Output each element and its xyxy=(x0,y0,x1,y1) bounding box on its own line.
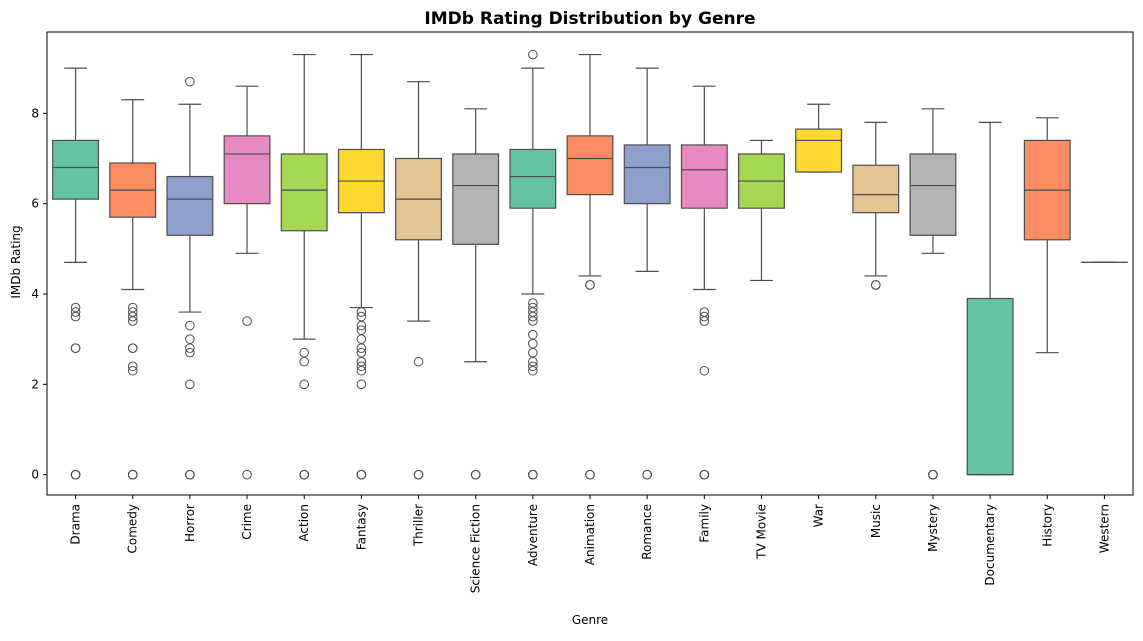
outlier-point xyxy=(414,470,423,479)
box-13 xyxy=(796,104,842,172)
outlier-point xyxy=(71,470,80,479)
box-1 xyxy=(110,100,156,479)
x-axis-label: Genre xyxy=(572,613,608,627)
iqr-box xyxy=(910,154,956,235)
box-17 xyxy=(1024,118,1070,353)
outlier-point xyxy=(128,470,137,479)
x-tick-label: Music xyxy=(869,504,883,538)
y-axis: 0 2 4 6 8 xyxy=(31,106,47,481)
y-tick-label: 2 xyxy=(31,377,39,391)
iqr-box xyxy=(853,165,899,212)
x-tick-label: Action xyxy=(297,504,311,542)
outlier-point xyxy=(186,335,195,344)
box-6 xyxy=(396,82,442,479)
chart-title: IMDb Rating Distribution by Genre xyxy=(424,9,755,29)
outlier-point xyxy=(471,470,480,479)
iqr-box xyxy=(53,140,99,199)
y-tick-label: 8 xyxy=(31,106,39,120)
iqr-box xyxy=(624,145,670,204)
iqr-box xyxy=(281,154,327,231)
x-tick-label: Horror xyxy=(183,504,197,542)
box-14 xyxy=(853,122,899,289)
outlier-point xyxy=(871,281,880,290)
box-16 xyxy=(967,122,1013,474)
outlier-point xyxy=(128,344,137,353)
iqr-box xyxy=(453,154,499,244)
outlier-point xyxy=(929,470,938,479)
y-tick-label: 4 xyxy=(31,287,39,301)
outlier-point xyxy=(357,470,366,479)
iqr-box xyxy=(796,129,842,172)
iqr-box xyxy=(681,145,727,208)
box-8 xyxy=(510,50,556,479)
iqr-box xyxy=(567,136,613,195)
box-15 xyxy=(910,109,956,479)
x-axis: Drama Comedy Horror Crime Action Fantasy Thril… xyxy=(69,495,1112,593)
x-tick-label: Science Fiction xyxy=(469,504,483,593)
outlier-point xyxy=(186,77,195,86)
box-10 xyxy=(624,68,670,479)
iqr-box xyxy=(510,149,556,208)
outlier-point xyxy=(529,50,538,59)
x-tick-label: Family xyxy=(697,504,711,543)
box-3 xyxy=(224,86,270,479)
x-tick-label: Adventure xyxy=(526,504,540,566)
y-tick-label: 6 xyxy=(31,197,39,211)
x-tick-label: Comedy xyxy=(126,504,140,554)
outlier-point xyxy=(700,470,709,479)
x-tick-label: History xyxy=(1040,504,1054,547)
x-tick-label: Thriller xyxy=(412,504,426,547)
outlier-point xyxy=(300,348,309,357)
plot-area xyxy=(47,32,1133,495)
outlier-point xyxy=(243,317,252,326)
x-tick-label: Documentary xyxy=(983,504,997,586)
x-tick-label: Drama xyxy=(69,504,83,545)
outlier-point xyxy=(300,357,309,366)
outlier-point xyxy=(529,348,538,357)
x-tick-label: Fantasy xyxy=(354,504,368,550)
outlier-point xyxy=(529,470,538,479)
iqr-box xyxy=(224,136,270,204)
box-2 xyxy=(167,77,213,479)
outlier-point xyxy=(357,335,366,344)
iqr-box xyxy=(167,177,213,236)
y-axis-label: IMDb Rating xyxy=(9,225,23,298)
outlier-point xyxy=(71,344,80,353)
outlier-point xyxy=(243,470,252,479)
outlier-point xyxy=(529,339,538,348)
outlier-point xyxy=(186,380,195,389)
outlier-point xyxy=(186,321,195,330)
box-4 xyxy=(281,55,327,479)
x-tick-label: TV Movie xyxy=(754,504,768,560)
x-tick-label: Western xyxy=(1097,504,1111,553)
y-tick-label: 0 xyxy=(31,468,39,482)
box-0 xyxy=(53,68,99,479)
outlier-point xyxy=(357,380,366,389)
outlier-point xyxy=(300,470,309,479)
x-tick-label: War xyxy=(812,504,826,527)
x-tick-label: Crime xyxy=(240,504,254,540)
box-5 xyxy=(339,55,385,479)
outlier-point xyxy=(700,366,709,375)
outlier-point xyxy=(300,380,309,389)
outlier-point xyxy=(186,470,195,479)
x-tick-label: Animation xyxy=(583,504,597,565)
outlier-point xyxy=(414,357,423,366)
outlier-point xyxy=(529,330,538,339)
outlier-point xyxy=(586,470,595,479)
x-tick-label: Romance xyxy=(640,504,654,560)
box-11 xyxy=(681,86,727,479)
outlier-point xyxy=(643,470,652,479)
iqr-box xyxy=(967,299,1013,475)
box-12 xyxy=(739,140,785,280)
x-tick-label: Mystery xyxy=(926,504,940,552)
outlier-point xyxy=(586,281,595,290)
box-9 xyxy=(567,55,613,479)
box-7 xyxy=(453,109,499,479)
